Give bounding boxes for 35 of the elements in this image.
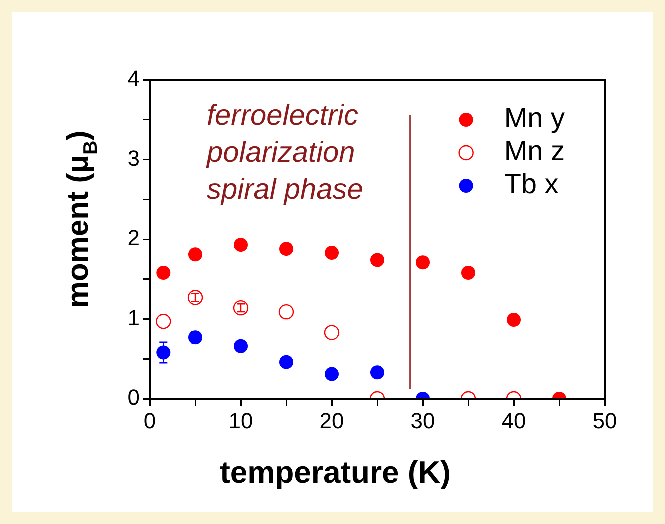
point [507, 313, 521, 328]
point [325, 367, 339, 382]
point [156, 314, 172, 330]
y-tick-label: 3 [128, 146, 140, 171]
legend-label: Mn z [504, 136, 566, 167]
point [324, 325, 340, 340]
y-tick-label: 1 [128, 305, 140, 330]
point [188, 248, 202, 262]
point [280, 242, 294, 256]
point [416, 256, 430, 270]
point [280, 355, 294, 370]
point [156, 266, 171, 280]
legend-label: Tb x [504, 168, 559, 200]
x-axis-title: temperature (K) [220, 455, 451, 490]
annotation: ferroelectric polarization spiral phase [206, 100, 364, 206]
y-tick-label: 2 [128, 226, 140, 251]
y-tick-label: 4 [128, 66, 140, 92]
point [188, 290, 204, 306]
y-axis-title: moment (μB) [62, 130, 102, 308]
point [370, 253, 384, 268]
point [370, 366, 384, 380]
y-tick-label: 0 [128, 385, 140, 410]
x-tick-label: 50 [592, 408, 618, 434]
x-tick-label: 20 [320, 408, 344, 434]
x-tick-label: 10 [228, 408, 254, 434]
point [278, 304, 294, 320]
point [462, 266, 476, 280]
x-tick-label: 40 [502, 408, 526, 434]
legend-label: Mn y [504, 102, 566, 134]
point [233, 300, 249, 316]
point [234, 339, 248, 354]
x-tick-label: 30 [410, 408, 436, 434]
x-tick-label: 0 [144, 408, 156, 434]
point [325, 246, 339, 260]
point [234, 238, 248, 252]
